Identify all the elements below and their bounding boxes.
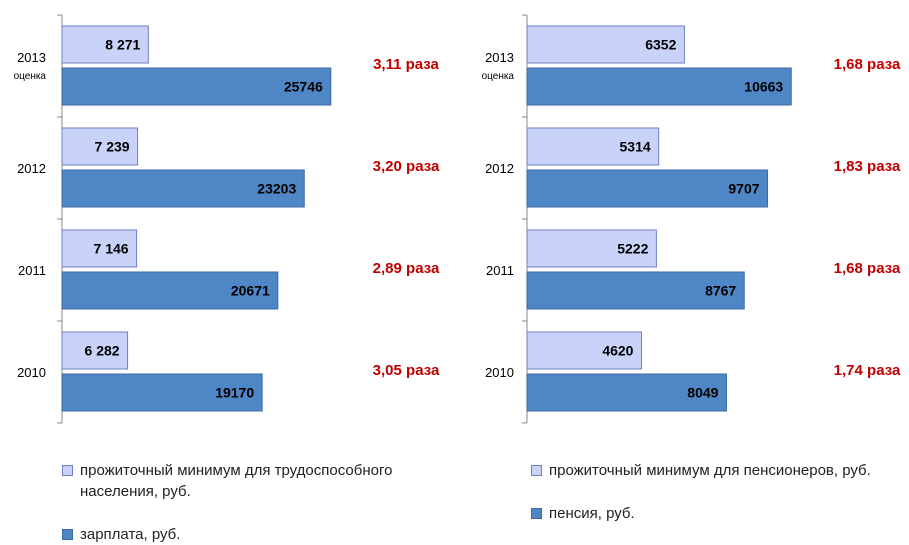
category-label: 2011 xyxy=(486,263,514,278)
legend-label: прожиточный минимум для пенсионеров, руб… xyxy=(549,462,871,479)
data-label: 25746 xyxy=(284,79,323,95)
legend-item-minimum-working: прожиточный минимум для трудоспособного … xyxy=(62,460,462,502)
data-label: 6 282 xyxy=(85,343,120,359)
legend-left: прожиточный минимум для трудоспособного … xyxy=(62,460,462,545)
bar-income xyxy=(526,169,769,208)
category-label: 2010 xyxy=(485,365,514,380)
bar-income xyxy=(61,169,305,208)
bar-minimum xyxy=(526,331,642,370)
legend-swatch-dark xyxy=(531,508,542,519)
legend-swatch-light xyxy=(531,465,542,476)
bar-income xyxy=(61,373,263,412)
category-label: 2013 xyxy=(485,50,514,65)
legend-label: зарплата, руб. xyxy=(80,526,181,543)
data-label: 5314 xyxy=(620,139,651,155)
ratio-annotation: 3,11 раза xyxy=(373,56,439,73)
legend-item-pension: пенсия, руб. xyxy=(531,503,901,524)
category-sublabel: оценка xyxy=(482,71,515,82)
data-label: 20671 xyxy=(231,283,270,299)
legend-swatch-light xyxy=(62,465,73,476)
ratio-annotation: 3,05 раза xyxy=(373,362,440,379)
bar-minimum xyxy=(526,127,660,166)
data-label: 6352 xyxy=(645,37,676,53)
legend-label: прожиточный минимум для трудоспособного … xyxy=(80,462,393,500)
data-label: 5222 xyxy=(617,241,648,257)
data-label: 8 271 xyxy=(105,37,140,53)
chart-salary-vs-minimum: 2013 оценка 8 271 25746 3,11 раза 2012 7 239 23… xyxy=(14,14,440,424)
ratio-annotation: 2,89 раза xyxy=(373,260,440,277)
data-label: 7 239 xyxy=(95,139,130,155)
legend-label: пенсия, руб. xyxy=(549,505,635,522)
category-label: 2012 xyxy=(485,161,514,176)
bar-income xyxy=(61,271,279,310)
data-label: 4620 xyxy=(602,343,633,359)
bar-minimum xyxy=(526,229,657,268)
category-label: 2012 xyxy=(17,161,46,176)
legend-right: прожиточный минимум для пенсионеров, руб… xyxy=(531,460,901,524)
legend-swatch-dark xyxy=(62,529,73,540)
bar-minimum xyxy=(61,127,139,166)
data-label: 8049 xyxy=(687,385,718,401)
bar-income xyxy=(526,67,792,106)
ratio-annotation: 1,74 раза xyxy=(834,362,901,379)
bar-income xyxy=(61,67,332,106)
ratio-annotation: 1,68 раза xyxy=(834,56,901,73)
data-label: 19170 xyxy=(215,385,254,401)
data-label: 9707 xyxy=(728,181,759,197)
ratio-annotation: 1,83 раза xyxy=(834,158,901,175)
chart-pension-vs-minimum: 2013 оценка 6352 10663 1,68 раза 2012 5314 9707… xyxy=(482,14,901,424)
category-label: 2013 xyxy=(17,50,46,65)
category-sublabel: оценка xyxy=(14,71,47,82)
category-label: 2010 xyxy=(17,365,46,380)
bar-income xyxy=(526,271,745,310)
data-label: 7 146 xyxy=(94,241,129,257)
legend-item-salary: зарплата, руб. xyxy=(62,524,462,545)
bar-minimum xyxy=(61,229,138,268)
ratio-annotation: 3,20 раза xyxy=(373,158,440,175)
data-label: 8767 xyxy=(705,283,736,299)
data-label: 23203 xyxy=(257,181,296,197)
data-label: 10663 xyxy=(744,79,783,95)
bar-minimum xyxy=(61,25,149,64)
category-label: 2011 xyxy=(18,263,46,278)
ratio-annotation: 1,68 раза xyxy=(834,260,901,277)
bar-minimum xyxy=(61,331,129,370)
bar-income xyxy=(526,373,727,412)
bar-minimum xyxy=(526,25,685,64)
legend-item-minimum-pensioners: прожиточный минимум для пенсионеров, руб… xyxy=(531,460,901,481)
